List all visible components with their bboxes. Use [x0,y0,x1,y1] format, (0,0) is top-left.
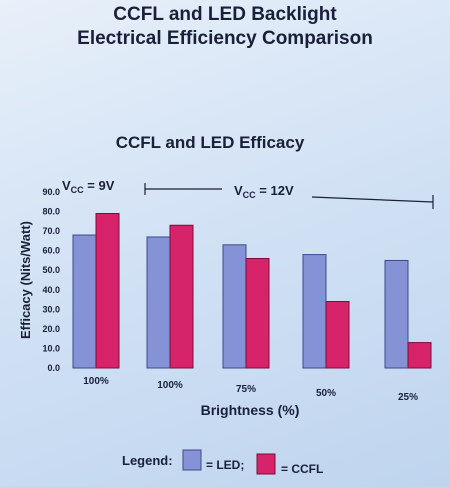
legend-led-text: = LED; [206,458,244,472]
vcc12-subscript: CC [243,190,256,200]
y-tick-label: 80.0 [42,207,60,217]
bar-ccfl-3 [325,301,350,369]
x-tick-label: 100% [157,380,183,391]
y-tick-label: 0.0 [47,363,60,373]
y-tick-label: 30.0 [42,304,60,314]
bar-led-2 [222,244,247,369]
legend-label: Legend: [122,453,173,468]
slide-title-line2: Electrical Efficiency Comparison [77,28,373,49]
x-axis-label: Brightness (%) [201,402,300,418]
vcc9-value: = 9V [84,178,115,193]
x-tick-label: 25% [398,392,418,403]
vcc9-label: V [62,178,71,193]
bar-led-0 [72,234,97,369]
bar-ccfl-1 [169,224,194,369]
vcc12-value: = 12V [256,183,294,198]
y-tick-label: 20.0 [42,324,60,334]
slide-title-line1: CCFL and LED Backlight [113,4,337,25]
x-tick-label: 50% [316,388,336,399]
x-tick-label: 75% [236,384,256,395]
y-tick-label: 60.0 [42,246,60,256]
y-tick-label: 50.0 [42,265,60,275]
legend-led-swatch [182,449,202,471]
y-axis-label: Efficacy (Nits/Watt) [18,221,33,339]
vcc12-range-line-right [311,196,434,203]
bar-led-3 [302,254,327,369]
y-tick-label: 10.0 [42,343,60,353]
vcc12-annotation: VCC = 12V [234,183,294,200]
vcc9-subscript: CC [71,185,84,195]
y-tick-label: 70.0 [42,226,60,236]
x-tick-label: 100% [83,376,109,387]
bar-led-4 [384,259,409,369]
vcc12-label: V [234,183,243,198]
legend-ccfl-swatch [256,453,276,475]
y-tick-label: 40.0 [42,285,60,295]
chart-title: CCFL and LED Efficacy [116,133,305,152]
vcc9-annotation: VCC = 9V [62,178,115,195]
bar-ccfl-0 [95,213,120,369]
bar-ccfl-2 [245,257,270,369]
bar-led-1 [146,236,171,369]
legend-ccfl-text: = CCFL [281,462,323,476]
bar-ccfl-4 [407,342,432,369]
y-tick-label: 90.0 [42,187,60,197]
